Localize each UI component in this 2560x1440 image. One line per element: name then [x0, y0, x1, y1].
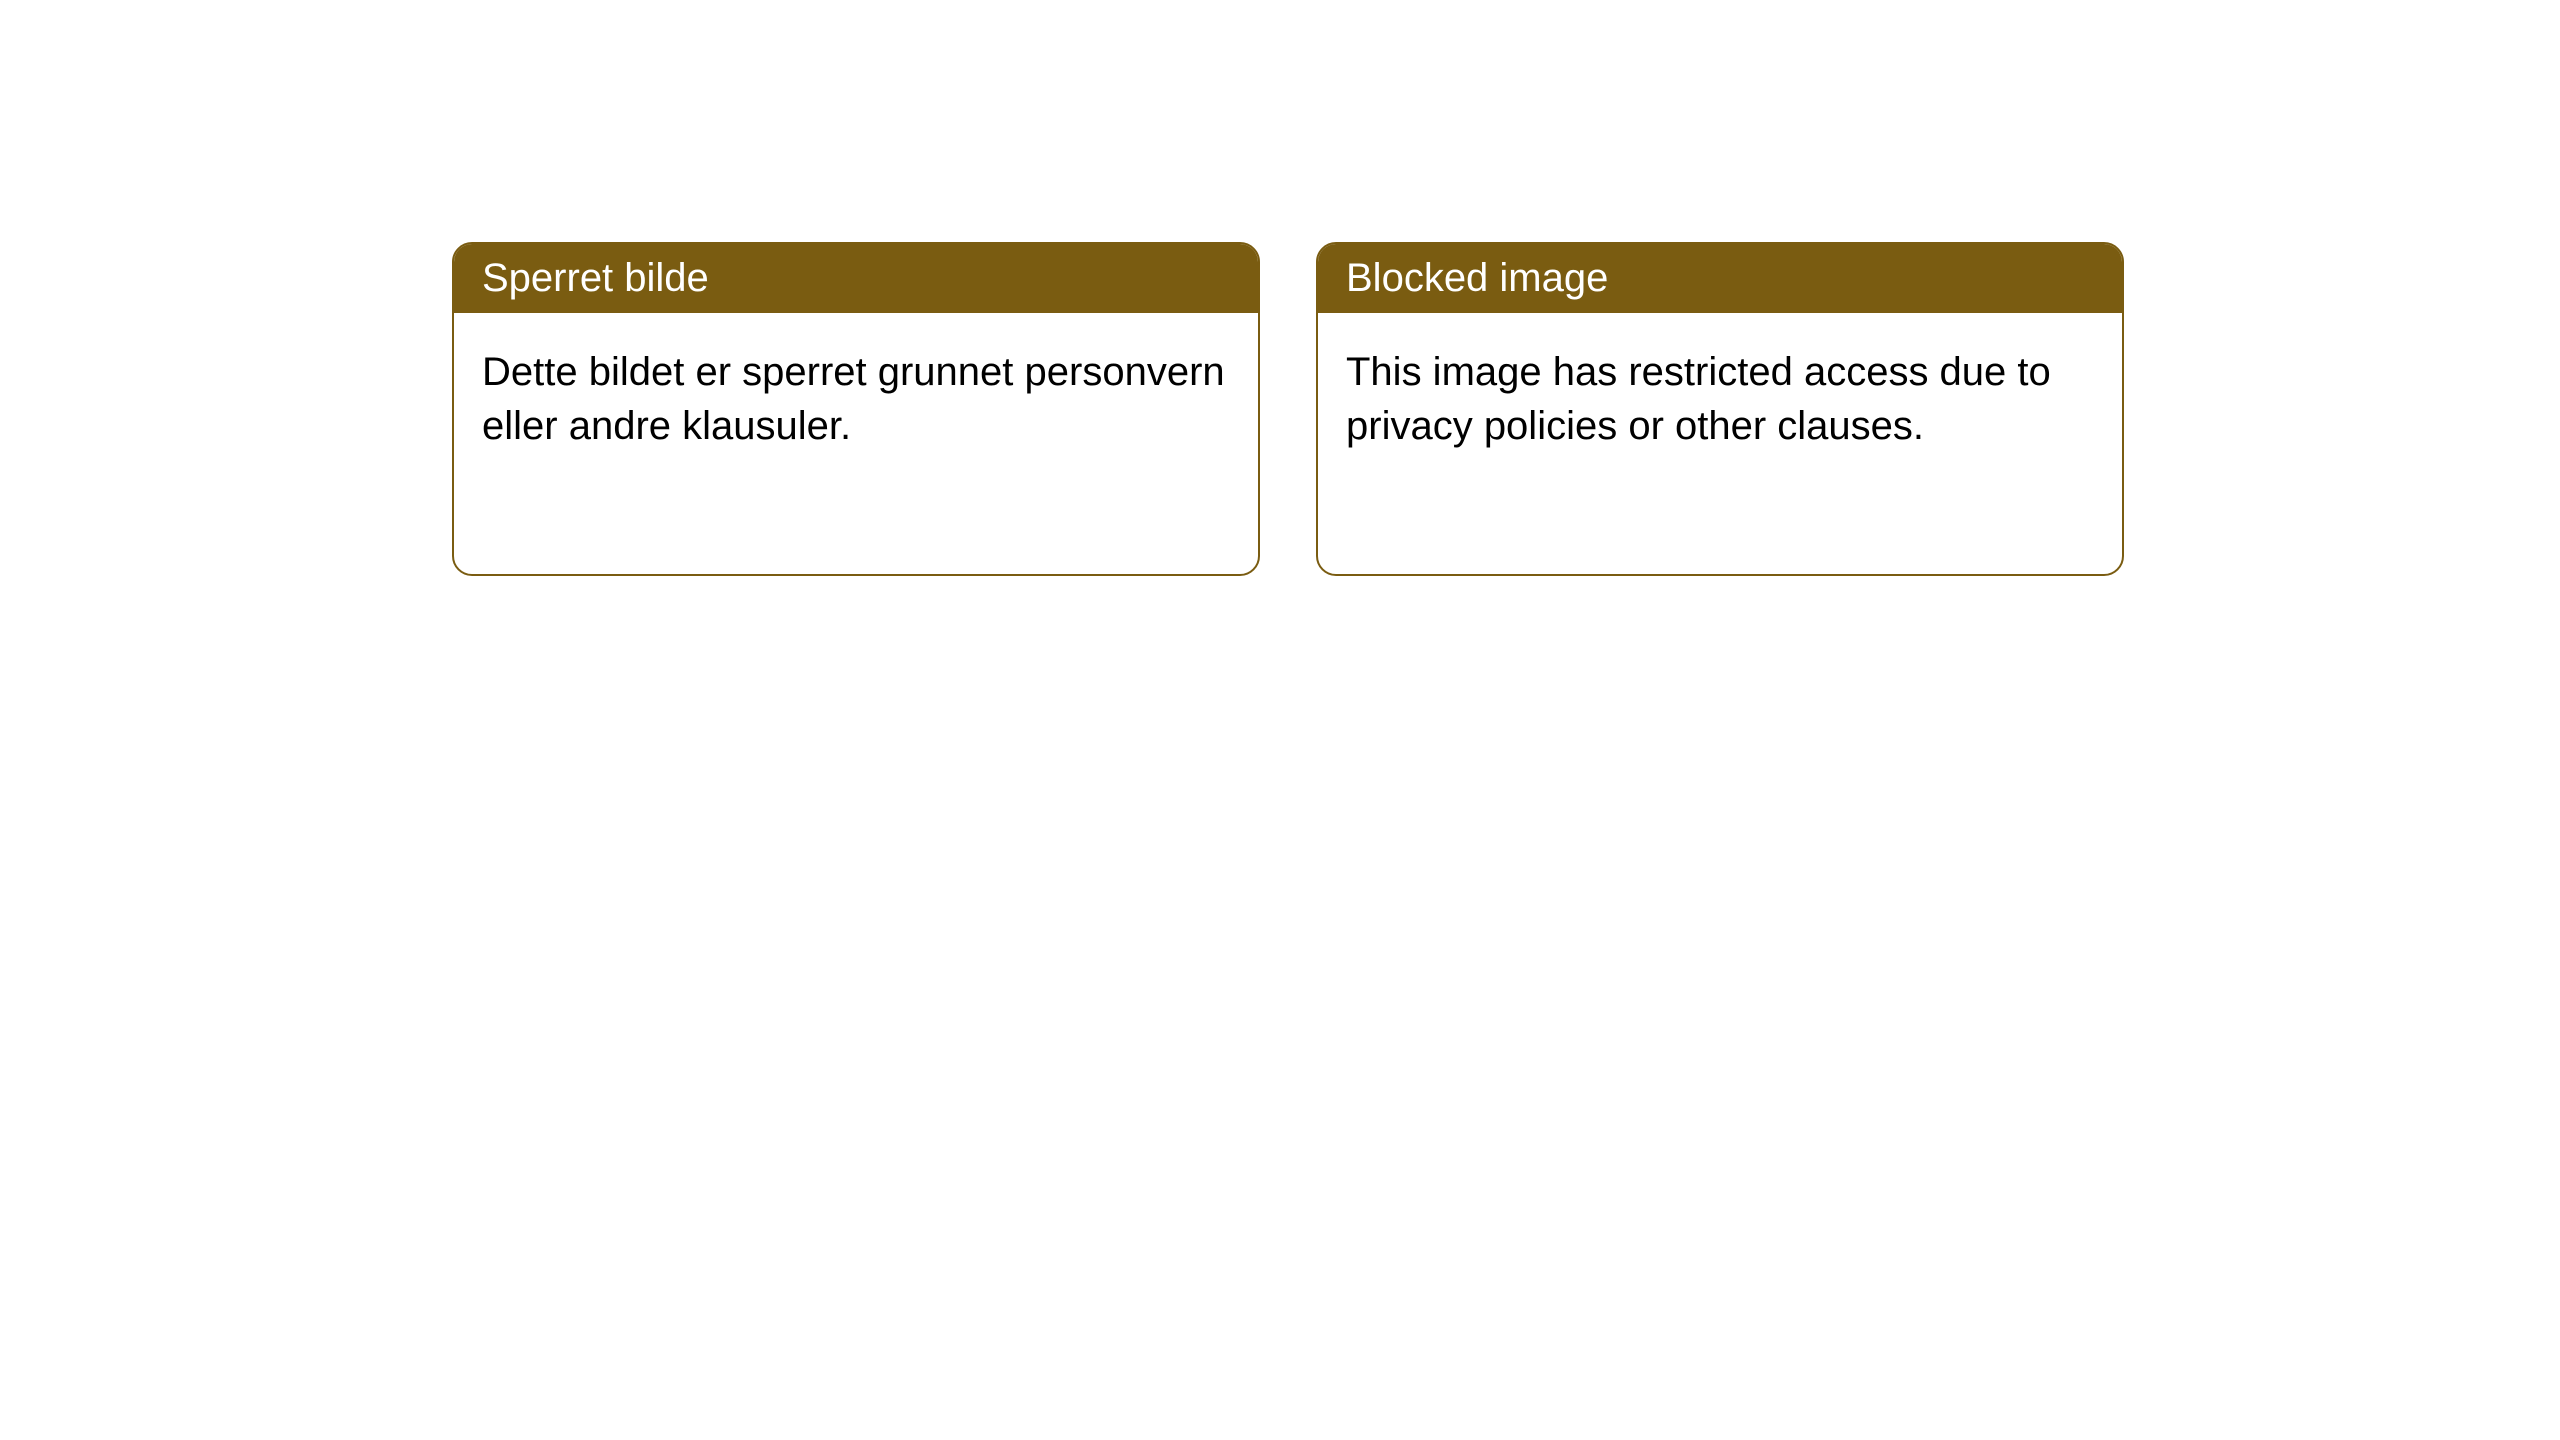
blocked-image-card-en: Blocked image This image has restricted … — [1316, 242, 2124, 576]
card-header: Blocked image — [1318, 244, 2122, 313]
card-body: Dette bildet er sperret grunnet personve… — [454, 313, 1258, 485]
blocked-image-card-no: Sperret bilde Dette bildet er sperret gr… — [452, 242, 1260, 576]
card-body-text: This image has restricted access due to … — [1346, 350, 2051, 448]
cards-container: Sperret bilde Dette bildet er sperret gr… — [452, 242, 2560, 576]
card-header: Sperret bilde — [454, 244, 1258, 313]
card-body-text: Dette bildet er sperret grunnet personve… — [482, 350, 1225, 448]
card-title: Sperret bilde — [482, 256, 709, 300]
card-title: Blocked image — [1346, 256, 1608, 300]
card-body: This image has restricted access due to … — [1318, 313, 2122, 485]
